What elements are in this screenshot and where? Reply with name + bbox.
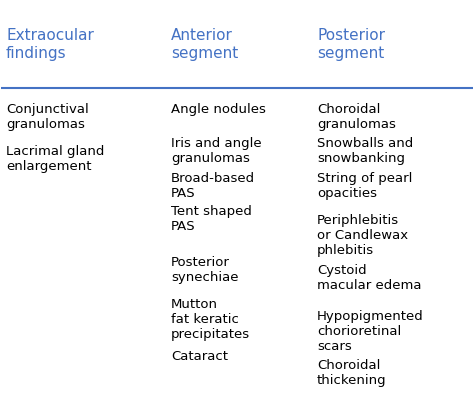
Text: Angle nodules: Angle nodules (171, 103, 266, 116)
Text: Posterior
synechiae: Posterior synechiae (171, 256, 238, 284)
Text: Extraocular
findings: Extraocular findings (6, 28, 94, 61)
Text: Iris and angle
granulomas: Iris and angle granulomas (171, 138, 262, 165)
Text: Snowballs and
snowbanking: Snowballs and snowbanking (317, 138, 413, 165)
Text: Anterior
segment: Anterior segment (171, 28, 238, 61)
Text: Cataract: Cataract (171, 350, 228, 363)
Text: Mutton
fat keratic
precipitates: Mutton fat keratic precipitates (171, 298, 250, 341)
Text: Hypopigmented
chorioretinal
scars: Hypopigmented chorioretinal scars (317, 310, 424, 353)
Text: Tent shaped
PAS: Tent shaped PAS (171, 205, 252, 233)
Text: Posterior
segment: Posterior segment (317, 28, 385, 61)
Text: Broad-based
PAS: Broad-based PAS (171, 172, 255, 200)
Text: Choroidal
thickening: Choroidal thickening (317, 359, 387, 387)
Text: Cystoid
macular edema: Cystoid macular edema (317, 264, 421, 292)
Text: Choroidal
granulomas: Choroidal granulomas (317, 103, 396, 131)
Text: Lacrimal gland
enlargement: Lacrimal gland enlargement (6, 145, 104, 173)
Text: Periphlebitis
or Candlewax
phlebitis: Periphlebitis or Candlewax phlebitis (317, 214, 408, 257)
Text: Conjunctival
granulomas: Conjunctival granulomas (6, 103, 89, 131)
Text: String of pearl
opacities: String of pearl opacities (317, 172, 412, 200)
